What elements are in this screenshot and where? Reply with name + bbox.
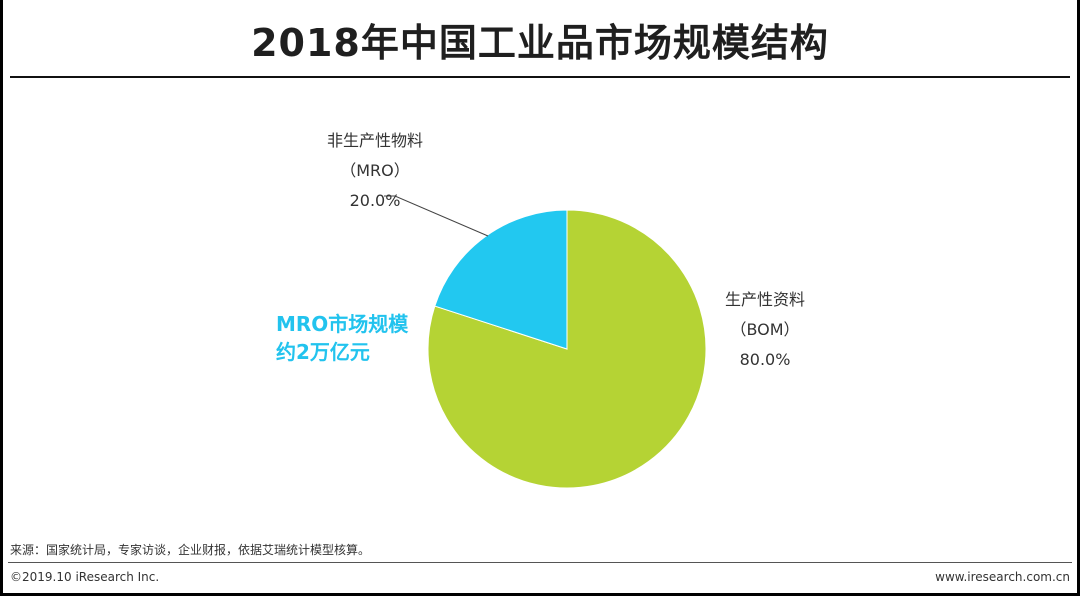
pie-label-bom-name-1: 生产性资料 <box>724 290 805 309</box>
website-link[interactable]: www.iresearch.com.cn <box>935 570 1070 584</box>
pie-slice-mro <box>434 209 568 350</box>
title-divider <box>10 76 1070 78</box>
mro-leader-line <box>384 195 489 237</box>
pie-label-bom: 生产性资料 （BOM） 80.0% <box>690 285 840 375</box>
pie-label-bom-value: 80.0% <box>739 350 791 369</box>
copyright-text: ©2019.10 iResearch Inc. <box>10 570 160 584</box>
pie-label-mro-value: 20.0% <box>349 191 401 210</box>
pie-label-bom-name-2: （BOM） <box>730 320 800 339</box>
mro-size-annotation: MRO市场规模 约2万亿元 <box>276 310 408 366</box>
page-title: 2018年中国工业品市场规模结构 <box>251 21 829 65</box>
mro-size-line-2: 约2万亿元 <box>276 340 370 364</box>
pie-label-mro: 非生产性物料 （MRO） 20.0% <box>300 126 450 216</box>
pie-label-mro-name-1: 非生产性物料 <box>326 131 423 150</box>
mro-size-line-1: MRO市场规模 <box>276 312 409 336</box>
pie-label-mro-name-2: （MRO） <box>340 161 410 180</box>
source-note: 来源：国家统计局，专家访谈，企业财报，依据艾瑞统计模型核算。 <box>10 543 371 557</box>
footer-divider <box>8 562 1072 563</box>
